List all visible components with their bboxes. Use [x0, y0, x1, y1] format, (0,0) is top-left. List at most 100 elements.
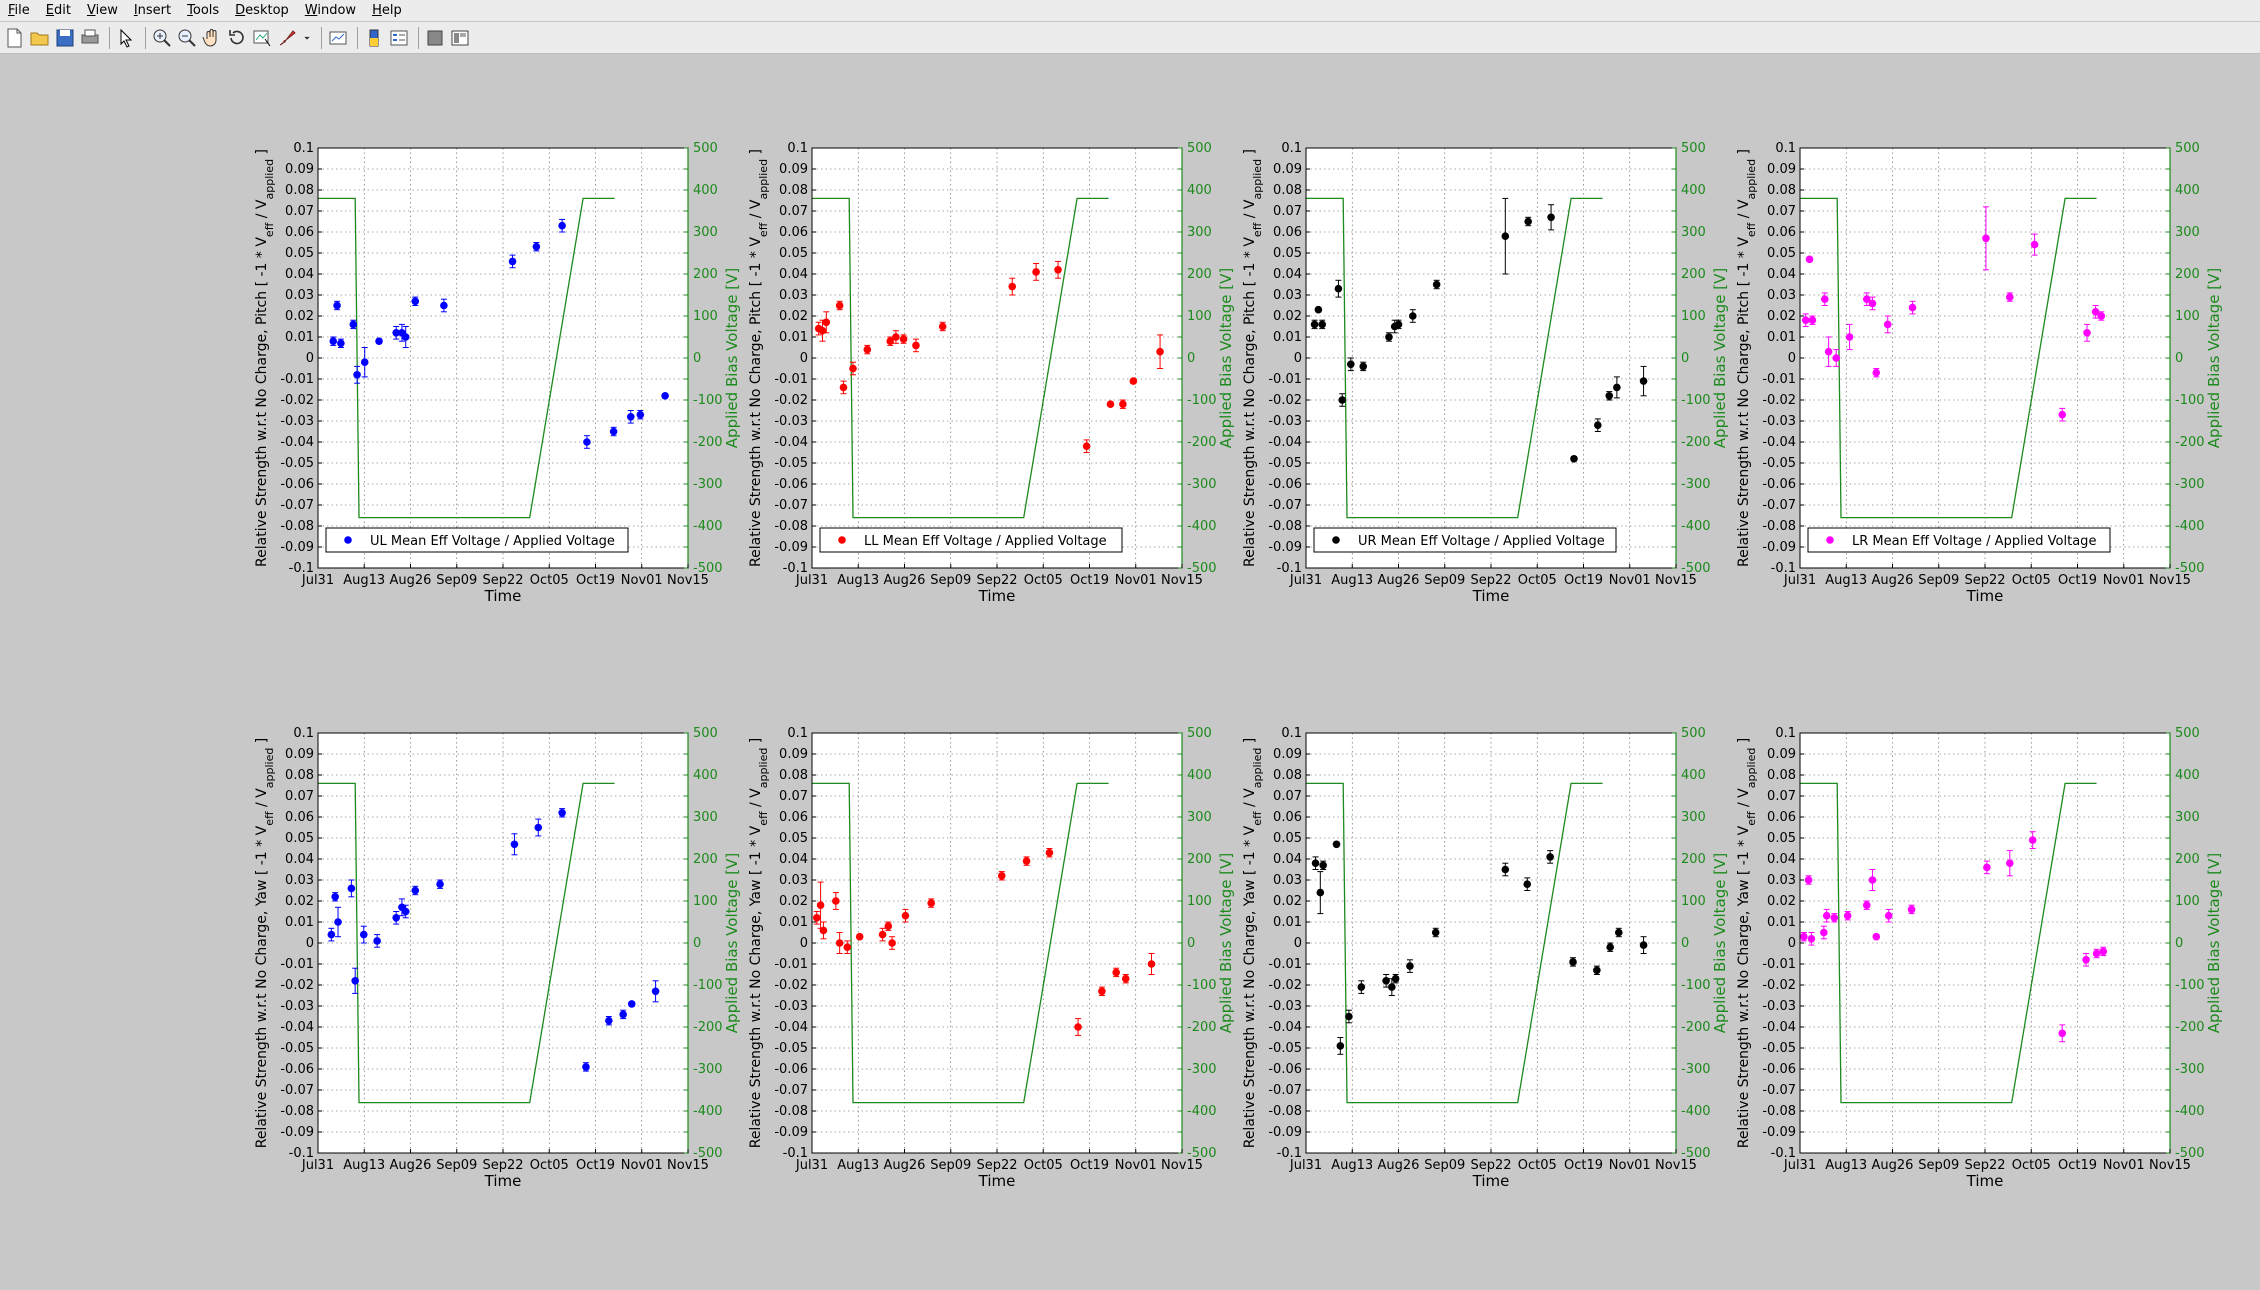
y2-tick-label: 300: [2175, 225, 2200, 240]
x-axis-label: Time: [484, 587, 522, 605]
x-tick-label: Sep09: [1424, 1158, 1465, 1173]
data-point: [1432, 280, 1441, 289]
x-tick-label: Jul31: [1783, 573, 1816, 588]
y-tick-label: -0.06: [1268, 1062, 1302, 1077]
pan-hand-icon[interactable]: [201, 27, 223, 49]
toolbar-separator: [109, 26, 110, 49]
x-tick-label: Sep22: [1964, 573, 2005, 588]
axes-UR-yaw: 0.1 0.09 0.08 0.07 0.06 0.05 0.04 0.03 0.02 0.01 0…: [1242, 726, 1729, 1190]
y2-tick-label: 200: [1187, 267, 1212, 282]
data-point: [899, 335, 908, 343]
x-tick-label: Sep09: [436, 573, 477, 588]
data-point: [1594, 421, 1602, 430]
menu-tools[interactable]: Tools: [187, 3, 220, 18]
y-tick-label: 0.1: [293, 141, 314, 156]
x-tick-label: Oct05: [1518, 573, 1557, 588]
menu-edit[interactable]: Edit: [45, 3, 71, 18]
y-tick-label: -0.06: [1762, 1062, 1796, 1077]
show-plot-tools-icon[interactable]: [449, 27, 471, 49]
y-tick-label: 0.08: [1767, 183, 1796, 198]
data-point: [1045, 848, 1054, 857]
y2-tick-label: -500: [1187, 561, 1217, 576]
new-figure-icon[interactable]: [4, 27, 26, 49]
legend[interactable]: LR Mean Eff Voltage / Applied Voltage: [1807, 527, 2111, 553]
menu-insert[interactable]: Insert: [133, 3, 172, 18]
y-tick-label: 0.02: [285, 894, 314, 909]
data-point: [373, 937, 381, 945]
y-tick-label: 0.06: [285, 810, 314, 825]
y-tick-label: -0.01: [280, 372, 314, 387]
y-tick-label: 0.07: [1767, 204, 1796, 219]
x-axis-label: Time: [484, 1172, 522, 1190]
legend-icon[interactable]: [388, 27, 410, 49]
legend[interactable]: UL Mean Eff Voltage / Applied Voltage: [325, 527, 629, 553]
y2-tick-label: -500: [1681, 561, 1711, 576]
y-tick-label: 0.01: [1767, 915, 1796, 930]
menu-desktop[interactable]: Desktop: [235, 3, 289, 18]
data-point: [1908, 303, 1917, 312]
hide-plot-tools-icon[interactable]: [424, 27, 446, 49]
legend-entry: UR Mean Eff Voltage / Applied Voltage: [1358, 534, 1605, 549]
y2-tick-label: -200: [2175, 1020, 2205, 1035]
data-point: [1546, 853, 1554, 861]
y2-tick-label: 100: [1187, 894, 1212, 909]
y-tick-label: 0.04: [779, 267, 808, 282]
y2-tick-label: 200: [1187, 852, 1212, 867]
y2-tick-label: 0: [1187, 351, 1195, 366]
menu-help[interactable]: Help: [372, 3, 402, 18]
brush-dropdown-icon[interactable]: [301, 27, 313, 49]
y-tick-label: 0.08: [285, 768, 314, 783]
data-point: [1319, 861, 1327, 870]
menu-file[interactable]: File: [8, 3, 30, 18]
y2-tick-label: 500: [693, 726, 718, 741]
y-tick-label: 0.1: [787, 141, 808, 156]
brush-icon[interactable]: [276, 27, 298, 49]
data-point: [816, 901, 825, 909]
open-file-icon[interactable]: [29, 27, 51, 49]
legend[interactable]: UR Mean Eff Voltage / Applied Voltage: [1313, 527, 1617, 553]
data-point: [1394, 320, 1403, 329]
y-tick-label: 0.01: [779, 330, 808, 345]
menu-window[interactable]: Window: [304, 3, 357, 18]
data-point: [1147, 960, 1156, 968]
link-plot-icon[interactable]: [327, 27, 349, 49]
y-tick-label: -0.07: [1268, 1083, 1302, 1098]
y2-tick-label: 300: [1187, 225, 1212, 240]
x-tick-label: Nov15: [2149, 1158, 2191, 1173]
bias-voltage-line: [1800, 782, 2097, 1104]
select-arrow-icon[interactable]: [115, 27, 137, 49]
y2-tick-label: 200: [1681, 267, 1706, 282]
rotate-3d-icon[interactable]: [226, 27, 248, 49]
data-point: [1501, 865, 1510, 874]
data-point: [1311, 859, 1320, 867]
x-tick-label: Aug13: [343, 573, 385, 588]
y-tick-label: -0.07: [1762, 1083, 1796, 1098]
y-tick-label: 0.03: [285, 873, 314, 888]
save-icon[interactable]: [54, 27, 76, 49]
y-tick-label: 0.05: [779, 831, 808, 846]
colorbar-icon[interactable]: [363, 27, 385, 49]
legend[interactable]: LL Mean Eff Voltage / Applied Voltage: [819, 527, 1123, 553]
y2-tick-label: 100: [693, 309, 718, 324]
data-point: [1388, 983, 1396, 991]
axes-LL-pitch: 0.1 0.09 0.08 0.07 0.06 0.05 0.04 0.03 0.02 0.01 0…: [748, 141, 1235, 605]
y-tick-label: -0.05: [1268, 456, 1302, 471]
print-icon[interactable]: [79, 27, 101, 49]
data-point: [331, 893, 339, 901]
menu-view[interactable]: View: [86, 3, 118, 18]
legend-entry: LL Mean Eff Voltage / Applied Voltage: [864, 534, 1107, 549]
y-tick-label: -0.01: [1762, 372, 1796, 387]
y2-tick-label: 0: [2175, 351, 2183, 366]
zoom-out-icon[interactable]: [176, 27, 198, 49]
y-tick-label: -0.05: [774, 1041, 808, 1056]
legend-box: [1807, 527, 2111, 553]
data-cursor-icon[interactable]: [251, 27, 273, 49]
data-point: [1336, 1042, 1345, 1050]
axes-LL-yaw: 0.1 0.09 0.08 0.07 0.06 0.05 0.04 0.03 0.02 0.01 0…: [748, 726, 1235, 1190]
data-point: [1119, 400, 1127, 409]
y-tick-label: -0.1: [1771, 1146, 1796, 1161]
data-point: [582, 1063, 590, 1071]
zoom-in-icon[interactable]: [151, 27, 173, 49]
x-tick-label: Jul31: [1289, 573, 1322, 588]
data-point: [901, 911, 910, 920]
